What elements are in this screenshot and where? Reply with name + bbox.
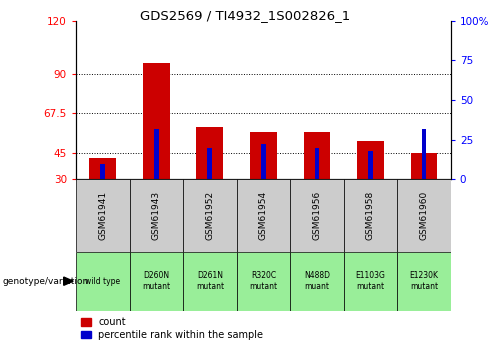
Bar	[290, 252, 343, 310]
Text: E1103G
mutant: E1103G mutant	[356, 272, 386, 291]
Bar	[261, 145, 266, 179]
Bar	[76, 179, 129, 252]
Bar	[411, 153, 438, 179]
Bar	[290, 179, 343, 252]
Text: wild type: wild type	[85, 277, 120, 286]
Text: GSM61956: GSM61956	[313, 191, 321, 240]
Text: GSM61943: GSM61943	[152, 191, 161, 240]
Bar	[237, 179, 290, 252]
Bar	[368, 151, 373, 179]
Bar	[397, 179, 451, 252]
Text: GSM61941: GSM61941	[98, 191, 107, 240]
Legend: count, percentile rank within the sample: count, percentile rank within the sample	[81, 317, 263, 340]
Text: GSM61954: GSM61954	[259, 191, 268, 240]
Bar	[183, 179, 237, 252]
Text: GDS2569 / TI4932_1S002826_1: GDS2569 / TI4932_1S002826_1	[140, 9, 350, 22]
Bar	[89, 158, 116, 179]
Bar	[421, 129, 426, 179]
Bar	[129, 179, 183, 252]
Text: GSM61960: GSM61960	[419, 191, 429, 240]
Bar	[237, 252, 290, 310]
Bar	[76, 252, 129, 310]
Text: GSM61958: GSM61958	[366, 191, 375, 240]
Bar	[196, 127, 223, 179]
Bar	[343, 179, 397, 252]
Text: E1230K
mutant: E1230K mutant	[410, 272, 439, 291]
Bar	[357, 141, 384, 179]
Bar	[207, 148, 212, 179]
Bar	[303, 132, 330, 179]
Bar	[343, 252, 397, 310]
Text: D261N
mutant: D261N mutant	[196, 272, 224, 291]
Text: N488D
muant: N488D muant	[304, 272, 330, 291]
Bar	[250, 132, 277, 179]
Text: R320C
mutant: R320C mutant	[249, 272, 277, 291]
Bar	[154, 129, 159, 179]
Text: genotype/variation: genotype/variation	[2, 277, 89, 286]
Bar	[397, 252, 451, 310]
Bar	[183, 252, 237, 310]
Text: GSM61952: GSM61952	[205, 191, 214, 240]
Bar	[129, 252, 183, 310]
Text: D260N
mutant: D260N mutant	[142, 272, 171, 291]
Bar	[315, 148, 319, 179]
Bar	[143, 63, 170, 179]
Bar	[100, 164, 105, 179]
